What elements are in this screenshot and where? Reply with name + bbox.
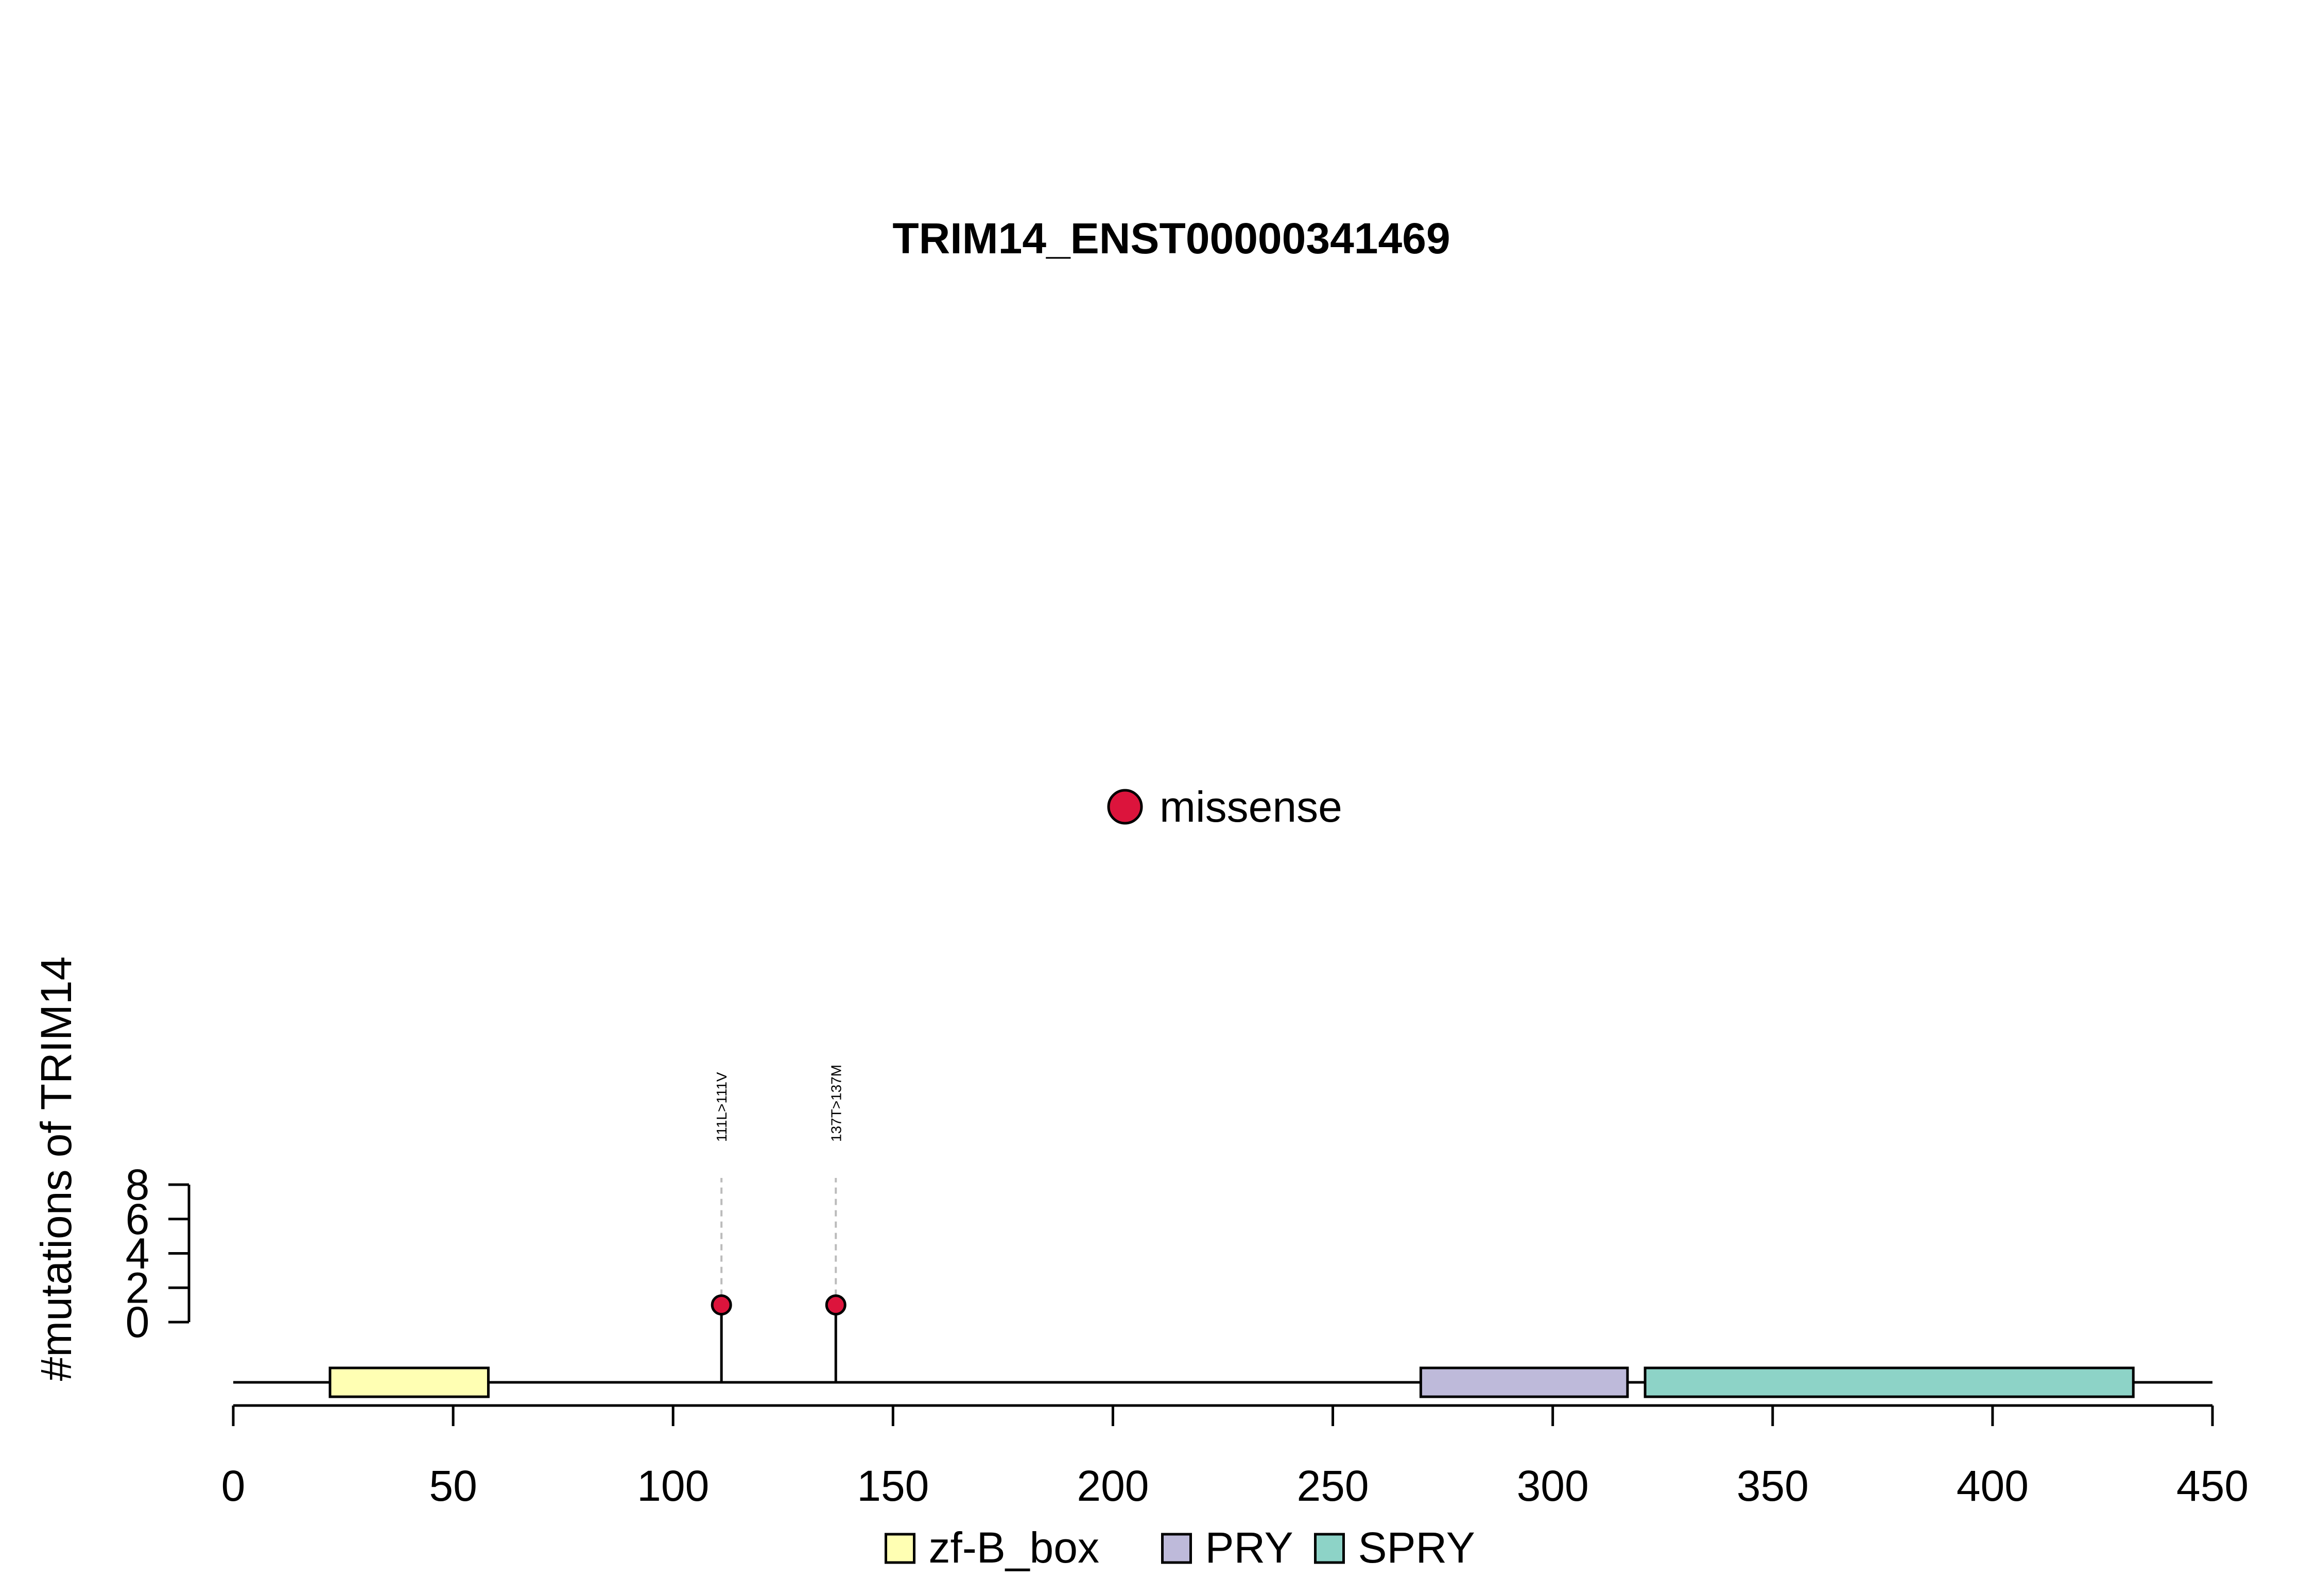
- domain-legend: zf-B_box PRY SPRY: [885, 1523, 1475, 1572]
- legend-spry-swatch: [1314, 1533, 1345, 1564]
- x-tick-label: 100: [637, 1462, 709, 1510]
- x-tick-label: 50: [429, 1462, 477, 1510]
- mutation-label: 111L>111V: [714, 1072, 730, 1142]
- y-tick-label: 4: [126, 1229, 150, 1278]
- legend-spry-label: SPRY: [1358, 1523, 1475, 1572]
- x-tick-label: 300: [1517, 1462, 1589, 1510]
- legend-pry-swatch: [1161, 1533, 1192, 1564]
- domain-zf-b-box: [328, 1366, 490, 1398]
- legend-zf-b-box-swatch: [885, 1533, 915, 1564]
- y-tick-label: 0: [126, 1298, 150, 1346]
- domain-pry: [1419, 1366, 1629, 1398]
- x-tick-label: 250: [1296, 1462, 1369, 1510]
- y-tick-label: 8: [126, 1160, 150, 1209]
- x-tick-label: 450: [2176, 1462, 2249, 1510]
- x-tick-label: 350: [1737, 1462, 1809, 1510]
- x-tick-label: 400: [1957, 1462, 2029, 1510]
- domain-layer: [328, 1366, 2135, 1398]
- x-tick-label: 150: [857, 1462, 929, 1510]
- domain-spry: [1644, 1366, 2135, 1398]
- mutation-label: 137T>137M: [828, 1065, 844, 1142]
- legend-pry-label: PRY: [1205, 1523, 1293, 1572]
- x-tick-label: 0: [221, 1462, 246, 1510]
- chart-title: TRIM14_ENST00000341469: [892, 214, 1450, 263]
- mutation-point: [711, 1294, 732, 1316]
- y-tick-label: 6: [126, 1195, 150, 1243]
- mutation-layer: 111L>111V 137T>137M: [711, 1065, 846, 1382]
- mutation-point: [825, 1294, 846, 1316]
- mutation-legend: missense: [1107, 783, 1342, 831]
- y-axis-label: #mutations of TRIM14: [32, 957, 80, 1381]
- x-axis: 0 50 100 150 200 250 300 350 400 450: [221, 1404, 2249, 1510]
- legend-missense-label: missense: [1160, 783, 1342, 831]
- legend-missense-marker: [1107, 789, 1143, 825]
- legend-zf-b-box-label: zf-B_box: [929, 1523, 1100, 1572]
- x-tick-label: 200: [1077, 1462, 1149, 1510]
- y-tick-label: 2: [126, 1263, 150, 1312]
